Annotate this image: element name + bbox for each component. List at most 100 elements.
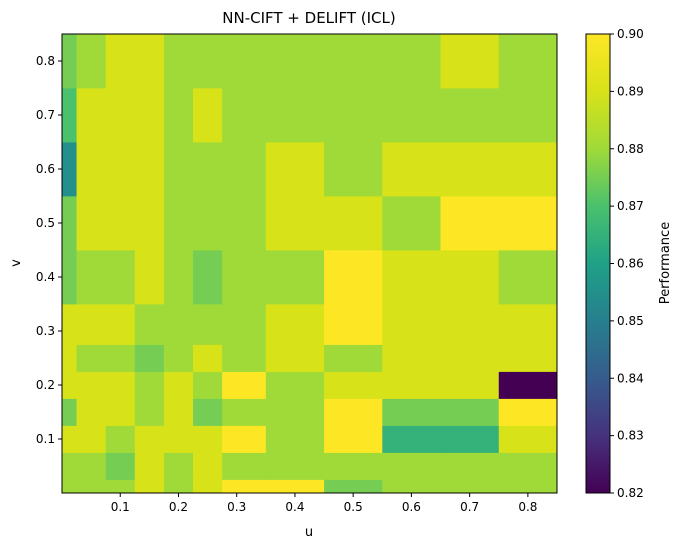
heatmap-cell xyxy=(382,196,441,251)
y-axis-label: v xyxy=(9,259,24,267)
heatmap-cell xyxy=(222,398,267,426)
heatmap-cell xyxy=(105,344,136,372)
heatmap-cell xyxy=(76,34,107,89)
y-tick-label: 0.5 xyxy=(36,216,55,230)
heatmap-cell xyxy=(222,304,267,345)
heatmap-cell xyxy=(440,34,500,89)
heatmap-cell xyxy=(440,88,500,143)
heatmap-cell xyxy=(382,452,441,480)
heatmap-cell xyxy=(105,196,136,251)
heatmap-cell xyxy=(324,304,383,345)
heatmap-cell xyxy=(382,250,441,305)
heatmap-cell xyxy=(265,371,325,399)
heatmap-cell xyxy=(62,34,77,89)
heatmap-cell xyxy=(62,425,77,453)
heatmap-cell xyxy=(324,479,383,494)
heatmap-cell xyxy=(134,304,165,345)
heatmap-cell xyxy=(382,371,441,399)
heatmap-cell xyxy=(105,250,136,305)
heatmap-cell xyxy=(62,398,77,426)
heatmap-cell xyxy=(134,196,165,251)
x-axis-ticks: 0.1 0.2 0.3 0.4 0.5 0.6 0.7 0.8 xyxy=(111,493,537,514)
heatmap-cell xyxy=(76,196,107,251)
x-tick-label: 0.4 xyxy=(285,500,304,514)
heatmap-cell xyxy=(134,425,165,453)
heatmap-cell xyxy=(382,344,441,372)
heatmap-cell xyxy=(193,479,223,494)
heatmap-cell xyxy=(193,398,223,426)
y-tick-label: 0.6 xyxy=(36,162,55,176)
heatmap-cell xyxy=(265,452,325,480)
heatmap-cell xyxy=(498,34,558,89)
heatmap-cell xyxy=(62,344,77,372)
heatmap-cell xyxy=(193,425,223,453)
heatmap-cell xyxy=(62,142,77,197)
heatmap-cell xyxy=(134,452,165,480)
heatmap-cell xyxy=(265,34,325,89)
x-tick-label: 0.5 xyxy=(344,500,363,514)
y-tick-label: 0.7 xyxy=(36,108,55,122)
heatmap-cell xyxy=(134,250,165,305)
y-tick-label: 0.8 xyxy=(36,54,55,68)
colorbar-tick-label: 0.83 xyxy=(617,429,644,443)
heatmap-cell xyxy=(134,142,165,197)
heatmap-cell xyxy=(382,398,441,426)
heatmap-cell xyxy=(105,34,136,89)
heatmap-cell xyxy=(62,479,77,494)
heatmap-cell xyxy=(265,196,325,251)
heatmap-cell xyxy=(193,304,223,345)
heatmap-cell xyxy=(105,452,136,480)
heatmap-cell xyxy=(440,398,500,426)
heatmap-cell xyxy=(265,250,325,305)
heatmap-cells xyxy=(62,34,558,494)
colorbar-tick-label: 0.84 xyxy=(617,371,644,385)
heatmap-cell xyxy=(105,398,136,426)
heatmap-cell xyxy=(324,344,383,372)
heatmap-cell xyxy=(76,304,107,345)
heatmap-cell xyxy=(440,452,500,480)
colorbar xyxy=(585,33,611,494)
colorbar-tick-label: 0.86 xyxy=(617,257,644,271)
heatmap-cell xyxy=(193,142,223,197)
heatmap-cell xyxy=(440,142,500,197)
heatmap-cell xyxy=(105,425,136,453)
heatmap-cell xyxy=(163,250,194,305)
heatmap-cell xyxy=(62,88,77,143)
heatmap-cell xyxy=(440,304,500,345)
heatmap-cell xyxy=(440,250,500,305)
heatmap-cell xyxy=(193,34,223,89)
heatmap-cell xyxy=(134,34,165,89)
heatmap-cell xyxy=(163,425,194,453)
heatmap-cell xyxy=(324,425,383,453)
heatmap-cell xyxy=(440,344,500,372)
x-tick-label: 0.6 xyxy=(402,500,421,514)
heatmap-cell xyxy=(76,479,107,494)
colorbar-ticks: 0.82 0.83 0.84 0.85 0.86 0.87 0.88 0.89 0.90 xyxy=(610,27,644,500)
heatmap-cell xyxy=(193,196,223,251)
colorbar-tick-label: 0.85 xyxy=(617,314,644,328)
heatmap-cell xyxy=(324,196,383,251)
colorbar-tick-label: 0.88 xyxy=(617,142,644,156)
heatmap-cell xyxy=(105,479,136,494)
heatmap-cell xyxy=(324,142,383,197)
heatmap-cell xyxy=(265,142,325,197)
heatmap-cell xyxy=(498,398,558,426)
heatmap-cell xyxy=(134,479,165,494)
x-tick-label: 0.3 xyxy=(227,500,246,514)
heatmap-cell xyxy=(76,425,107,453)
heatmap-cell xyxy=(498,425,558,453)
heatmap-cell xyxy=(324,88,383,143)
heatmap-cell xyxy=(324,371,383,399)
heatmap-cell xyxy=(193,344,223,372)
heatmap-cell xyxy=(105,304,136,345)
colorbar-tick-label: 0.89 xyxy=(617,84,644,98)
heatmap-cell xyxy=(440,371,500,399)
heatmap-cell xyxy=(222,371,267,399)
heatmap-cell xyxy=(265,425,325,453)
heatmap-cell xyxy=(265,88,325,143)
heatmap-cell xyxy=(324,34,383,89)
x-tick-label: 0.2 xyxy=(169,500,188,514)
heatmap-cell xyxy=(382,304,441,345)
heatmap-cell xyxy=(163,452,194,480)
heatmap-cell xyxy=(193,88,223,143)
